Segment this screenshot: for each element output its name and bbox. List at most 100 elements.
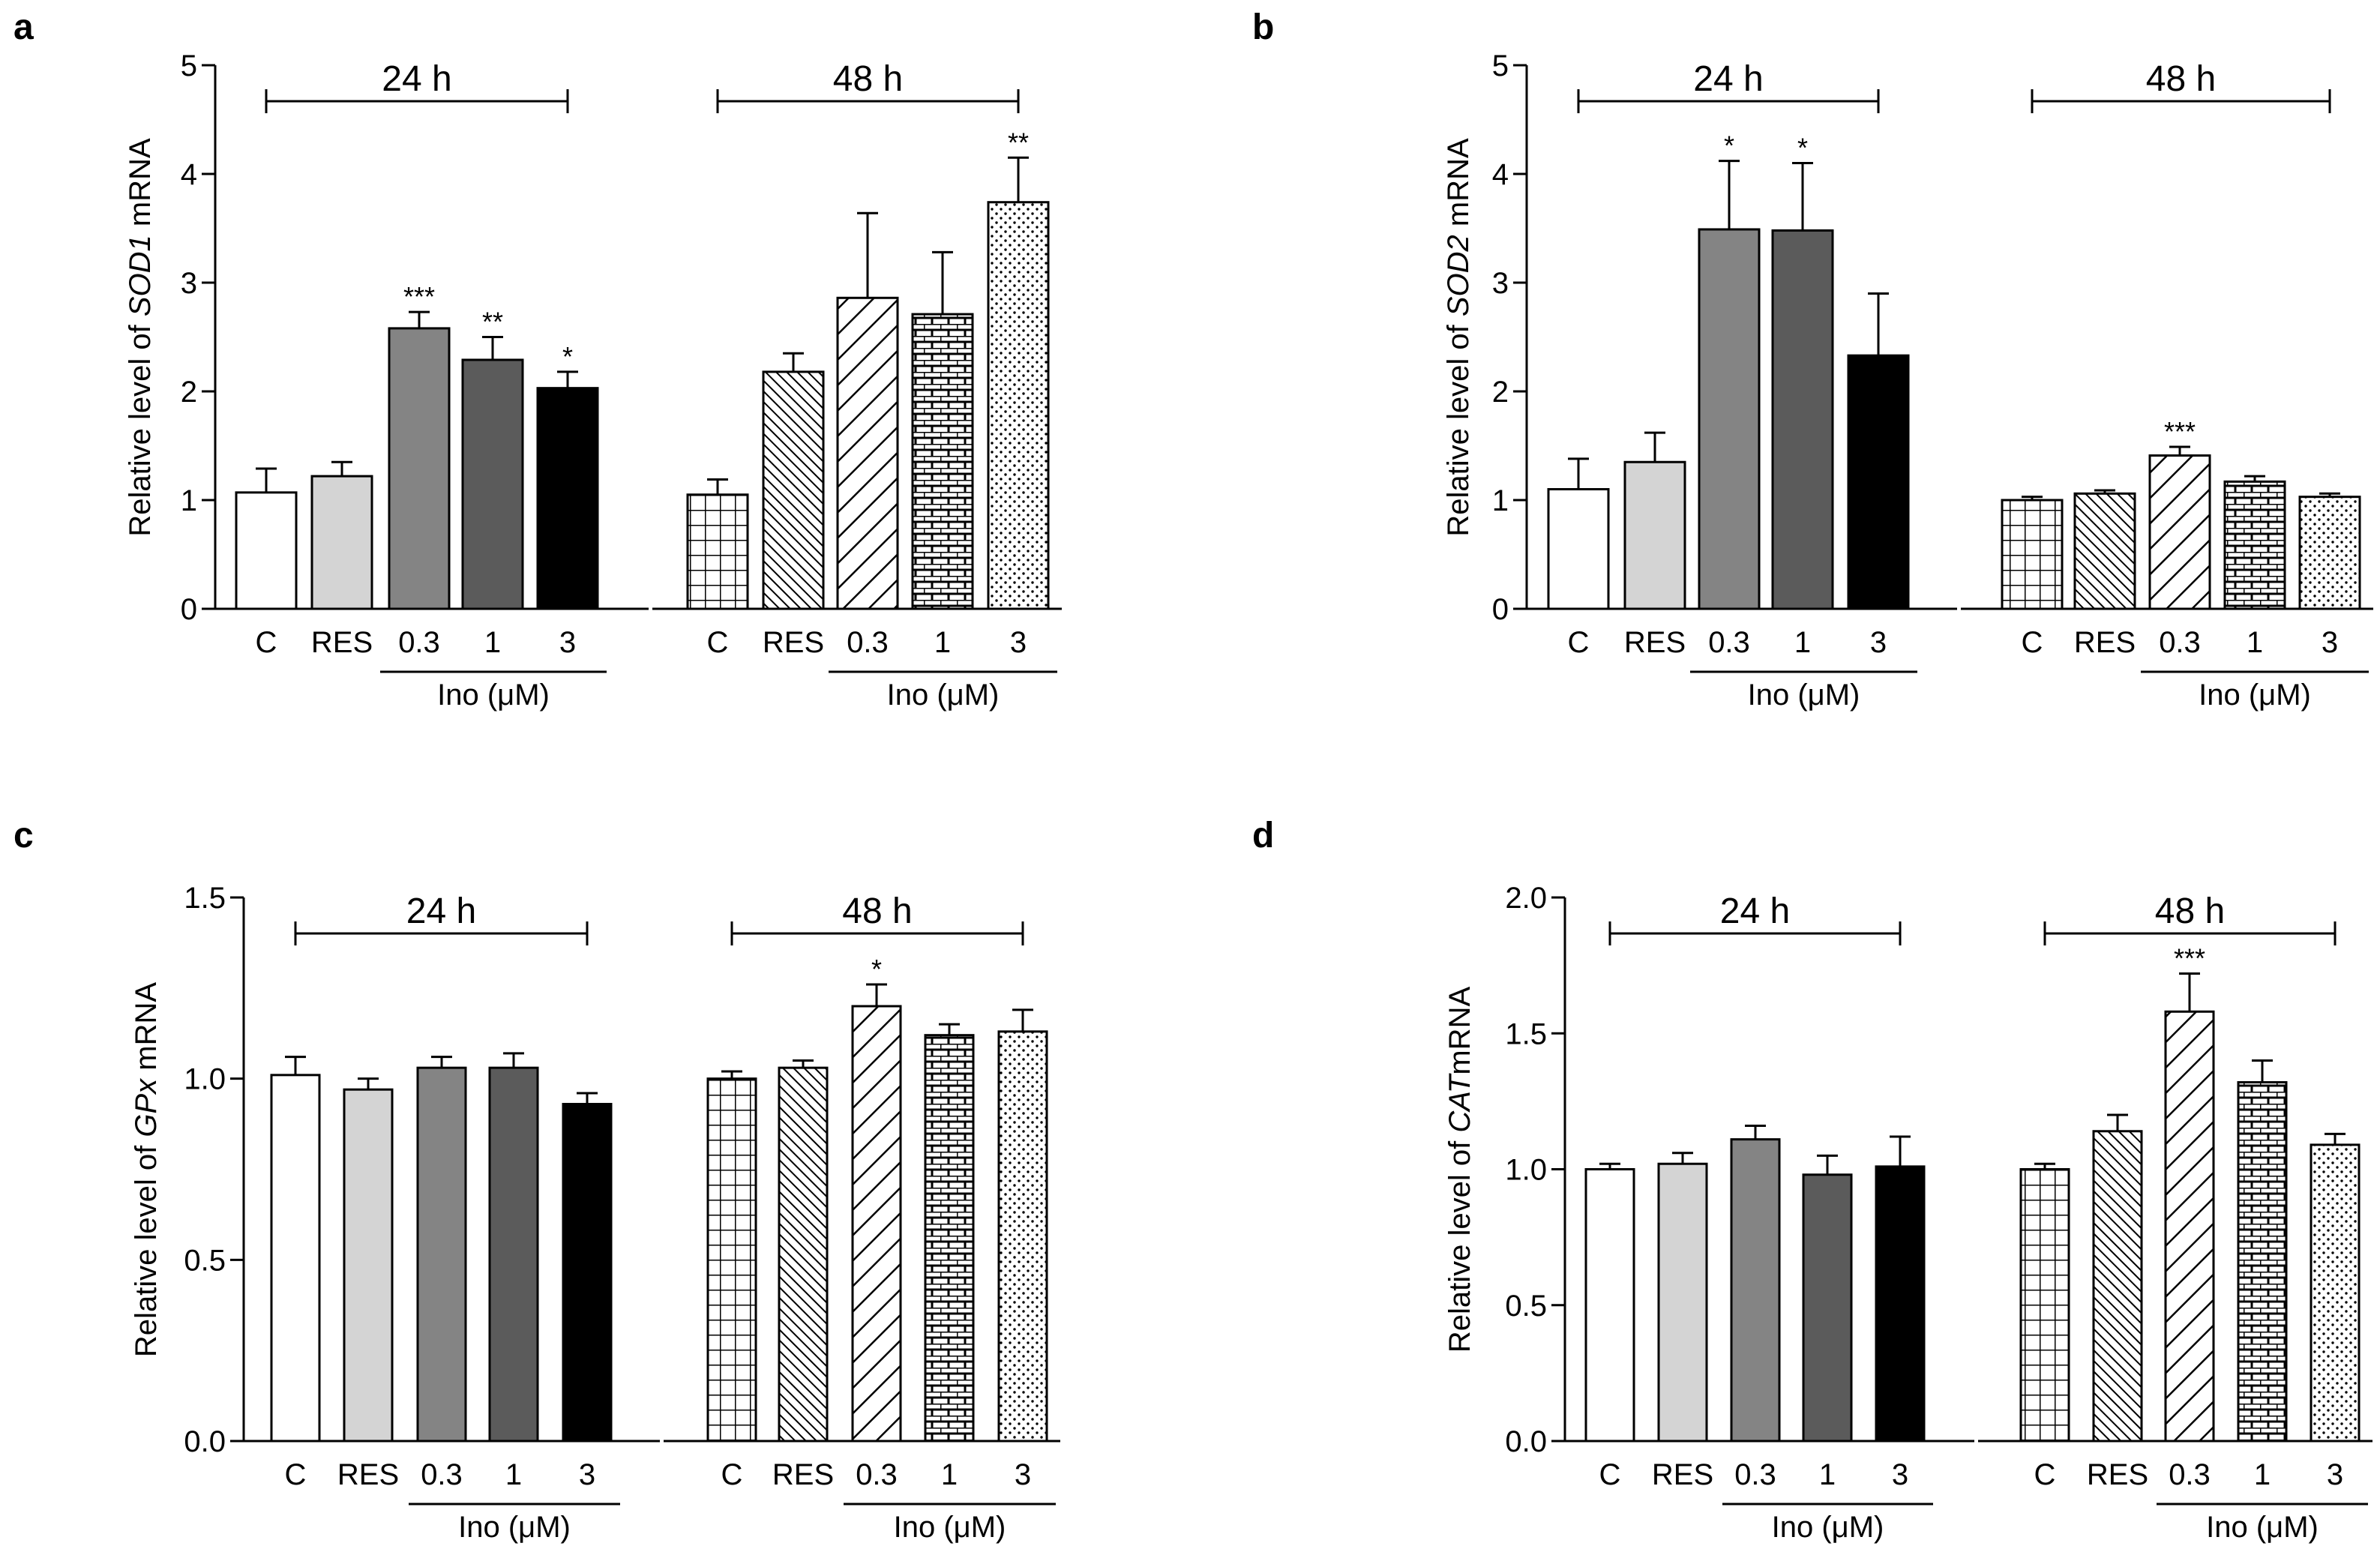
bar: [851, 1005, 902, 1443]
y-axis-title: Relative level of SOD1 mRNA: [124, 138, 157, 537]
treatment-label: Ino (μM): [1772, 1511, 1884, 1544]
y-axis-title: Relative level of SOD2 mRNA: [1442, 138, 1475, 537]
bar: [343, 1088, 394, 1443]
bar: [2001, 499, 2064, 610]
bar: [2073, 492, 2136, 610]
significance-label: ***: [2164, 416, 2196, 447]
x-category-label: 1: [934, 626, 951, 659]
y-tick-label: 1.0: [1505, 1154, 1547, 1187]
y-tick-label: 2: [181, 376, 197, 409]
x-category-label: C: [285, 1458, 307, 1491]
significance-label: *: [1797, 133, 1808, 163]
bar: [416, 1066, 467, 1443]
x-category-label: C: [256, 626, 277, 659]
bar: [2223, 480, 2286, 610]
bar: [235, 491, 298, 610]
bar: [911, 313, 974, 610]
bar: [987, 201, 1050, 610]
x-category-label: 1: [2247, 626, 2263, 659]
x-category-label: 3: [2327, 1458, 2343, 1491]
panel-letter: d: [1252, 816, 1274, 855]
bar: [1657, 1162, 1708, 1443]
bar: [2164, 1010, 2215, 1443]
y-tick-label: 0.5: [1505, 1290, 1547, 1323]
y-tick-label: 1.5: [184, 882, 226, 915]
treatment-label: Ino (μM): [894, 1511, 1006, 1544]
bar: [388, 327, 451, 610]
bar: [1584, 1168, 1635, 1443]
group-label: 48 h: [2146, 59, 2216, 99]
treatment-label: Ino (μM): [2199, 679, 2311, 712]
group-label: 48 h: [833, 59, 903, 99]
y-tick-label: 1: [1492, 484, 1509, 517]
x-category-label: 3: [579, 1458, 595, 1491]
bar: [536, 387, 599, 610]
x-category-label: 3: [559, 626, 576, 659]
x-category-label: RES: [1624, 626, 1686, 659]
x-category-label: 3: [1010, 626, 1027, 659]
bar: [1698, 228, 1761, 610]
y-tick-label: 4: [1492, 158, 1509, 191]
bar: [1847, 354, 1910, 610]
bar: [1623, 460, 1686, 610]
bar: [2310, 1143, 2361, 1443]
bar: [706, 1077, 757, 1443]
x-category-label: 1: [484, 626, 501, 659]
significance-label: *: [562, 341, 573, 372]
bar: [270, 1074, 321, 1443]
x-category-label: C: [707, 626, 729, 659]
bar: [488, 1066, 539, 1443]
bar: [562, 1103, 613, 1443]
bar: [2237, 1081, 2288, 1443]
bar: [1875, 1165, 1926, 1443]
significance-label: *: [871, 954, 882, 984]
x-category-label: RES: [2074, 626, 2136, 659]
x-category-label: C: [2022, 626, 2043, 659]
group-label: 24 h: [1720, 891, 1790, 931]
bar: [836, 296, 899, 610]
group-label: 48 h: [2155, 891, 2225, 931]
x-category-label: 1: [1794, 626, 1811, 659]
x-category-label: C: [2034, 1458, 2056, 1491]
treatment-label: Ino (μM): [458, 1511, 571, 1544]
bar: [924, 1034, 975, 1443]
y-tick-label: 2.0: [1505, 882, 1547, 915]
panel-letter: b: [1252, 7, 1274, 47]
bar: [310, 475, 373, 610]
x-category-label: C: [1568, 626, 1590, 659]
bar: [997, 1030, 1048, 1443]
x-category-label: 0.3: [1734, 1458, 1776, 1491]
group-label: 24 h: [1693, 59, 1763, 99]
bar: [2148, 454, 2211, 610]
bar: [762, 370, 825, 610]
treatment-label: Ino (μM): [1748, 679, 1860, 712]
y-tick-label: 0.0: [184, 1425, 226, 1458]
group-label: 48 h: [842, 891, 912, 931]
x-category-label: C: [721, 1458, 743, 1491]
bar: [1547, 488, 1610, 610]
x-category-label: 3: [1892, 1458, 1908, 1491]
x-category-label: 0.3: [421, 1458, 463, 1491]
y-tick-label: 5: [1492, 49, 1509, 82]
treatment-label: Ino (μM): [2206, 1511, 2319, 1544]
x-category-label: 0.3: [1708, 626, 1750, 659]
bar: [1730, 1138, 1781, 1443]
significance-label: **: [482, 307, 503, 337]
y-tick-label: 0.5: [184, 1244, 226, 1277]
y-axis-title: Relative level of CATmRNA: [1443, 987, 1476, 1353]
y-tick-label: 1: [181, 484, 197, 517]
bar: [461, 358, 524, 610]
bar: [1771, 229, 1834, 610]
x-category-label: RES: [763, 626, 824, 659]
panel-letter: a: [13, 7, 34, 47]
x-category-label: 0.3: [856, 1458, 898, 1491]
bar: [2019, 1168, 2070, 1443]
x-category-label: 0.3: [398, 626, 440, 659]
x-category-label: 1: [2254, 1458, 2271, 1491]
x-category-label: 0.3: [847, 626, 889, 659]
treatment-label: Ino (μM): [437, 679, 550, 712]
y-tick-label: 0.0: [1505, 1425, 1547, 1458]
y-tick-label: 1.5: [1505, 1017, 1547, 1050]
x-category-label: 0.3: [2169, 1458, 2211, 1491]
